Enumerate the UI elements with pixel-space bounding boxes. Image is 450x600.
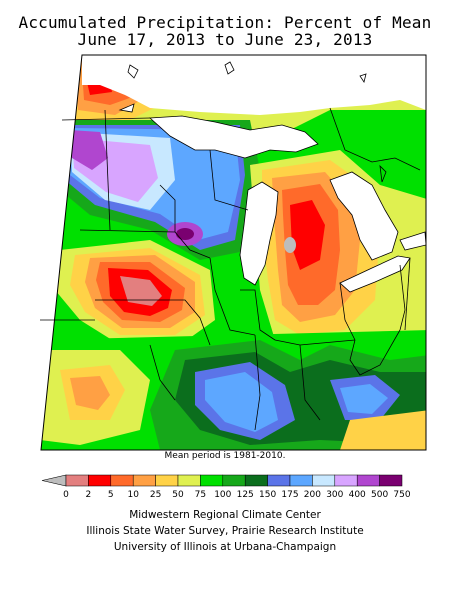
- legend-swatch: [356, 474, 380, 487]
- lake-michigan: [239, 181, 279, 286]
- credit-uiuc: University of Illinois at Urbana-Champai…: [113, 541, 337, 553]
- legend-label: 5: [108, 490, 114, 500]
- precipitation-map: [40, 54, 427, 451]
- lake-erie: [339, 255, 411, 293]
- credit-isws: Illinois State Water Survey, Prairie Res…: [86, 525, 364, 537]
- legend-swatch: [110, 474, 134, 487]
- lake-superior: [149, 115, 319, 159]
- credit-mrcc: Midwestern Regional Climate Center: [129, 509, 321, 521]
- legend-swatch: [334, 474, 358, 487]
- legend-label: 750: [393, 490, 410, 500]
- legend-swatch: [200, 474, 224, 487]
- legend-label: 150: [259, 490, 276, 500]
- legend-arrow-below: [41, 474, 67, 487]
- legend-swatch: [289, 474, 313, 487]
- map-subtitle: June 17, 2013 to June 23, 2013: [77, 30, 373, 49]
- legend-label: 125: [237, 490, 254, 500]
- legend-swatch: [132, 474, 156, 487]
- legend-swatch: [155, 474, 179, 487]
- map-title: Accumulated Precipitation: Percent of Me…: [18, 13, 432, 32]
- lake-huron: [329, 171, 399, 261]
- legend-label: 50: [172, 490, 184, 500]
- legend-label: 300: [326, 490, 343, 500]
- precipitation-legend: 0 2 5 10 25 50 75 100 125 150 175 200 300 400 500 750: [41, 474, 411, 500]
- legend-label: 100: [214, 490, 231, 500]
- mean-period-note: Mean period is 1981-2010.: [164, 451, 286, 461]
- legend-swatch: [379, 474, 403, 487]
- legend-label: 2: [86, 490, 92, 500]
- legend-swatch: [267, 474, 291, 487]
- legend-label: 175: [281, 490, 298, 500]
- legend-swatch: [177, 474, 201, 487]
- legend-label: 200: [304, 490, 321, 500]
- legend-swatch: [244, 474, 268, 487]
- legend-swatch: [88, 474, 112, 487]
- legend-label: 500: [371, 490, 388, 500]
- legend-label: 0: [63, 490, 69, 500]
- legend-label: 10: [127, 490, 139, 500]
- legend-label: 400: [349, 490, 366, 500]
- legend-swatch: [222, 474, 246, 487]
- legend-label: 25: [150, 490, 161, 500]
- legend-swatch: [312, 474, 336, 487]
- legend-swatch: [65, 474, 89, 487]
- legend-label: 75: [195, 490, 206, 500]
